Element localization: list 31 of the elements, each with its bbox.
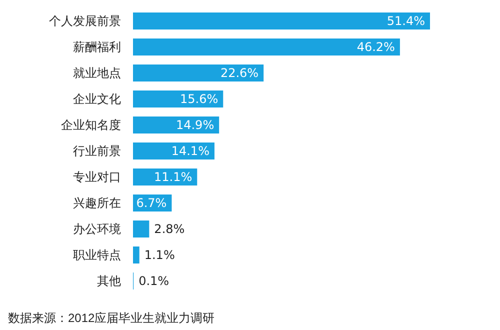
- data-label: 0.1%: [138, 274, 170, 288]
- bar: [133, 90, 224, 108]
- y-tick-label: 企业文化: [73, 92, 121, 106]
- y-tick-label: 专业对口: [73, 170, 121, 184]
- data-label: 22.6%: [220, 66, 259, 80]
- y-tick-label: 就业地点: [73, 66, 121, 80]
- data-label: 2.8%: [154, 222, 185, 236]
- bar: [133, 220, 150, 238]
- bar: [133, 246, 140, 264]
- y-tick-label: 办公环境: [73, 222, 121, 236]
- data-label: 11.1%: [154, 170, 192, 184]
- y-tick-label: 行业前景: [73, 144, 121, 158]
- y-tick-label: 企业知名度: [61, 118, 121, 132]
- y-tick-label: 兴趣所在: [73, 196, 121, 210]
- bar: [133, 116, 220, 134]
- y-tick-label: 薪酬福利: [73, 40, 121, 54]
- data-label: 51.4%: [386, 14, 425, 28]
- data-label: 1.1%: [144, 248, 175, 262]
- source-note: 数据来源：2012应届毕业生就业力调研: [8, 311, 215, 325]
- bar: [133, 12, 430, 30]
- data-label: 6.7%: [136, 196, 167, 210]
- data-label: 46.2%: [356, 40, 395, 54]
- data-label: 14.9%: [176, 118, 214, 132]
- y-tick-label: 职业特点: [73, 248, 121, 262]
- bar: [133, 142, 214, 160]
- bar: [133, 64, 264, 82]
- y-tick-label: 个人发展前景: [49, 14, 121, 28]
- data-label: 14.1%: [171, 144, 210, 158]
- data-label: 15.6%: [180, 92, 218, 106]
- y-tick-label: 其他: [97, 274, 121, 288]
- bar: [133, 38, 400, 56]
